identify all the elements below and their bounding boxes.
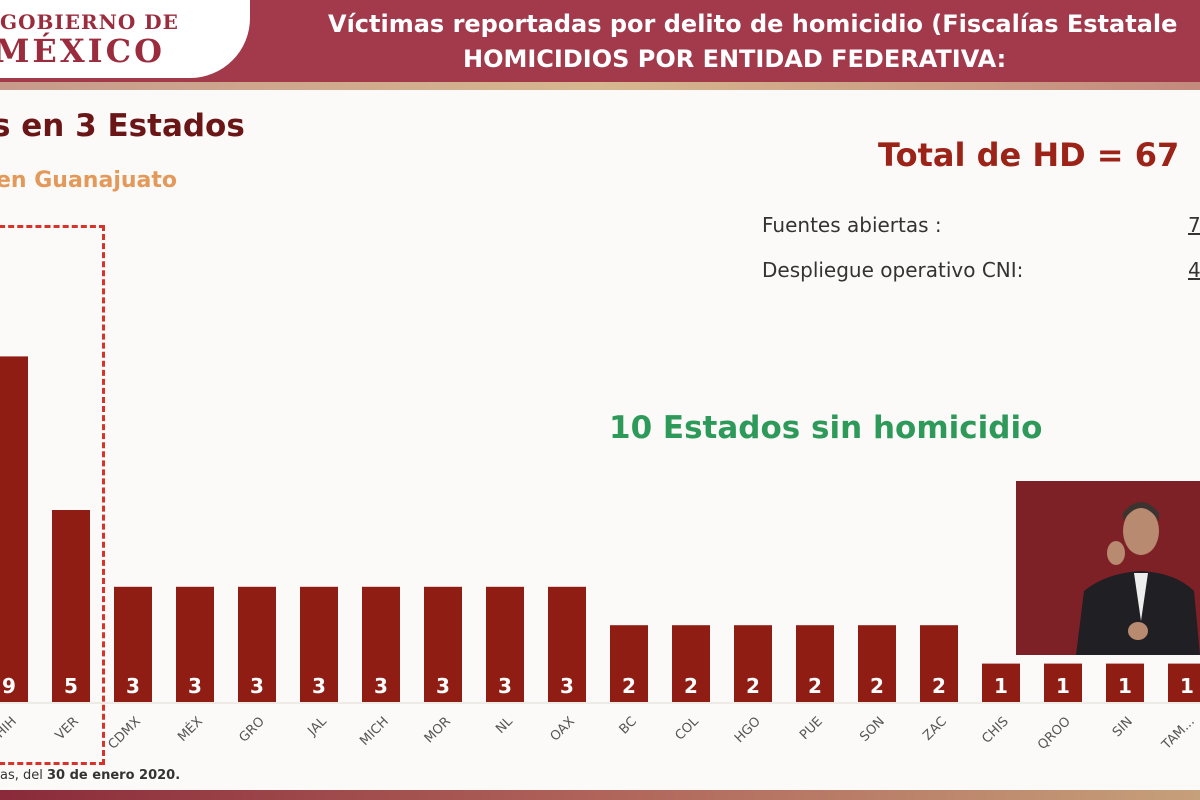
tick-label: SON — [857, 714, 888, 745]
bar-SIN — [1106, 663, 1144, 702]
data-label: 1 — [1118, 674, 1132, 698]
bar-ZAC — [920, 625, 958, 702]
tick-label: ZAC — [920, 714, 949, 743]
data-label: 3 — [436, 674, 450, 698]
bar-JAL — [300, 586, 338, 702]
bar-VER — [52, 510, 90, 702]
logo-line1: GOBIERNO DE — [0, 10, 179, 34]
data-label: 1 — [1180, 674, 1194, 698]
tick-label: QROO — [1035, 714, 1074, 753]
bar-GRO — [238, 586, 276, 702]
bar-QROO — [1044, 663, 1082, 702]
data-label: 3 — [312, 674, 326, 698]
sign-language-interpreter-video — [1016, 481, 1200, 655]
bar-SON — [858, 625, 896, 702]
tick-label: CHIH — [0, 714, 20, 748]
tick-label: TAM... — [1159, 714, 1198, 753]
bar-BC — [610, 625, 648, 702]
slide-subtitle: HOMICIDIOS POR ENTIDAD FEDERATIVA: — [463, 45, 1007, 73]
data-label: 5 — [64, 674, 78, 698]
bar-OAX — [548, 586, 586, 702]
tick-label: SIN — [1110, 714, 1136, 740]
data-label: 3 — [498, 674, 512, 698]
bar-CHIH — [0, 356, 28, 702]
data-label: 9 — [2, 674, 16, 698]
data-label: 3 — [250, 674, 264, 698]
data-label: 2 — [932, 674, 946, 698]
tick-label: HGO — [732, 714, 764, 746]
source-label-cni: Despliegue operativo CNI: — [762, 258, 1024, 282]
footer-note: as, del 30 de enero 2020. — [0, 768, 180, 783]
tick-label: MICH — [357, 714, 392, 749]
tick-label: PUE — [797, 714, 826, 743]
total-label: Total de HD = 67 — [878, 136, 1180, 174]
tick-label: GRO — [236, 714, 267, 745]
interpreter-icon — [1016, 481, 1200, 655]
data-label: 1 — [994, 674, 1008, 698]
source-value-open: 7 — [1188, 213, 1200, 237]
data-label: 2 — [622, 674, 636, 698]
bar-CDMX — [114, 586, 152, 702]
footer-prefix: as, del — [0, 768, 47, 783]
bar-MOR — [424, 586, 462, 702]
source-value-cni: 4 — [1188, 258, 1200, 282]
highlight-box — [0, 225, 105, 765]
data-label: 2 — [746, 674, 760, 698]
tick-label: MOR — [422, 714, 454, 746]
logo-line2: MÉXICO — [0, 32, 165, 70]
bar-CHIS — [982, 663, 1020, 702]
footer-date: 30 de enero 2020. — [47, 768, 181, 783]
no-homicide-note: 10 Estados sin homicidio — [609, 410, 1043, 446]
data-label: 2 — [684, 674, 698, 698]
data-label: 3 — [560, 674, 574, 698]
bar-TAM... — [1168, 663, 1200, 702]
tick-label: OAX — [548, 714, 578, 744]
summary-subheading: en Guanajuato — [0, 168, 177, 193]
tick-label: CDMX — [105, 714, 143, 752]
tick-label: JAL — [305, 714, 331, 740]
bar-PUE — [796, 625, 834, 702]
header-divider — [0, 82, 1200, 90]
tick-label: CHIS — [979, 714, 1011, 746]
bar-MICH — [362, 586, 400, 702]
bar-HGO — [734, 625, 772, 702]
slide-title: Víctimas reportadas por delito de homici… — [328, 10, 1178, 38]
data-label: 1 — [1056, 674, 1070, 698]
data-label: 3 — [374, 674, 388, 698]
data-label: 3 — [126, 674, 140, 698]
bar-COL — [672, 625, 710, 702]
tick-label: NL — [493, 714, 516, 737]
source-label-open: Fuentes abiertas : — [762, 213, 942, 237]
bottom-bar — [0, 790, 1200, 800]
summary-heading: s en 3 Estados — [0, 108, 245, 144]
tick-label: COL — [672, 714, 702, 744]
data-label: 2 — [870, 674, 884, 698]
data-label: 2 — [808, 674, 822, 698]
tick-label: BC — [617, 714, 640, 737]
tick-label: VER — [53, 714, 82, 743]
tick-label: MÉX — [174, 713, 205, 744]
logo-background — [0, 0, 250, 78]
data-label: 3 — [188, 674, 202, 698]
bar-NL — [486, 586, 524, 702]
bar-MÉX — [176, 586, 214, 702]
